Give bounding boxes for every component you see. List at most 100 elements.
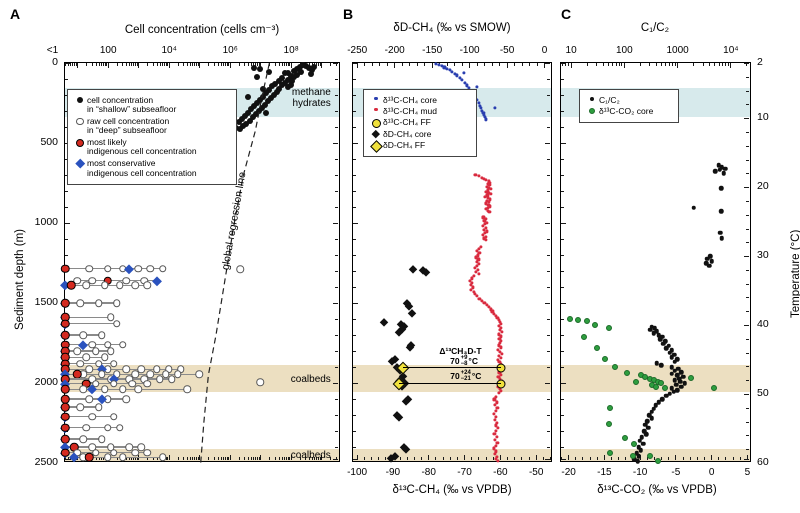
legend-panel-a: cell concentration in “shallow” subseaflo… bbox=[67, 89, 237, 185]
axis-tick bbox=[674, 63, 676, 66]
data-point-c1-c2-ratio bbox=[653, 403, 659, 408]
axis-tick bbox=[545, 459, 550, 460]
axis-tick bbox=[689, 457, 691, 460]
data-point-raw-deep bbox=[110, 448, 118, 457]
axis-tick bbox=[133, 457, 135, 460]
axis-title-d13c-ch4: δ¹³C-CH₄ (‰ vs VPDB) bbox=[392, 484, 512, 496]
axis-tick bbox=[595, 63, 597, 66]
axis-tick bbox=[561, 319, 564, 320]
axis-tick bbox=[353, 303, 358, 304]
data-point-dD-CH4-core bbox=[380, 317, 389, 326]
axis-tick bbox=[167, 63, 169, 66]
data-point-d13C-CH4-mud bbox=[481, 215, 485, 219]
data-point-raw-deep bbox=[158, 453, 167, 462]
top-axis-tick-label: -100 bbox=[459, 45, 480, 56]
data-point-d13C-CH4-mud bbox=[488, 192, 493, 196]
data-point-dD-CH4-core bbox=[395, 413, 404, 422]
axis-tick bbox=[321, 63, 323, 68]
axis-tick bbox=[413, 457, 415, 460]
axis-tick bbox=[238, 457, 240, 460]
data-point-shallow-cells bbox=[275, 77, 282, 84]
axis-tick bbox=[547, 159, 550, 160]
data-point-d13C-CH4-core bbox=[463, 81, 467, 85]
axis-tick bbox=[333, 63, 338, 64]
bd-icon bbox=[372, 129, 380, 138]
data-point-d13C-CH4-mud bbox=[473, 173, 478, 177]
data-point-d13C-CH4-mud bbox=[482, 177, 486, 181]
row-connector-line bbox=[65, 350, 111, 352]
ff-connector-line bbox=[399, 383, 502, 385]
data-point-c1-c2-ratio bbox=[657, 336, 663, 342]
data-point-d13C-CH4-mud bbox=[498, 341, 502, 345]
axis-tick bbox=[456, 457, 458, 460]
data-point-d13C-CH4-mud bbox=[476, 257, 480, 262]
axis-tick bbox=[290, 455, 292, 460]
axis-tick bbox=[197, 457, 199, 460]
axis-tick bbox=[547, 399, 550, 400]
data-point-raw-deep bbox=[122, 365, 130, 374]
data-point-shallow-cells bbox=[240, 123, 247, 130]
data-point-d13C-CH4-mud bbox=[477, 272, 481, 276]
axis-tick bbox=[677, 63, 679, 68]
data-point-c1-c2-ratio bbox=[649, 324, 654, 329]
top-axis-tick-label: 1000 bbox=[666, 45, 689, 56]
data-point-c1-c2-ratio bbox=[709, 258, 714, 264]
axis-tick bbox=[661, 63, 663, 66]
bottom-axis-tick-label: -10 bbox=[632, 467, 648, 478]
axis-tick bbox=[478, 457, 480, 460]
data-point-shallow-cells bbox=[290, 74, 297, 81]
axis-tick bbox=[269, 457, 271, 460]
legend-item-label: cell concentration in “shallow” subseaflo… bbox=[87, 94, 177, 115]
blue-legend-icon bbox=[369, 96, 383, 100]
data-point-most-likely bbox=[60, 330, 70, 340]
top-axis-tick-label: -50 bbox=[499, 45, 515, 56]
axis-tick bbox=[725, 457, 727, 460]
axis-tick bbox=[192, 63, 194, 66]
axis-tick bbox=[95, 63, 97, 66]
axis-tick bbox=[75, 63, 77, 66]
data-point-raw-deep bbox=[131, 370, 139, 378]
axis-tick bbox=[561, 207, 564, 208]
axis-tick bbox=[562, 63, 564, 66]
data-point-d13C-CH4-mud bbox=[473, 292, 477, 296]
axis-tick bbox=[285, 63, 287, 66]
data-point-shallow-cells bbox=[269, 83, 276, 90]
data-point-d13C-CH4-mud bbox=[495, 441, 499, 445]
axis-tick bbox=[353, 415, 356, 416]
axis-tick bbox=[623, 63, 625, 68]
axis-tick bbox=[744, 256, 749, 258]
row-connector-line bbox=[65, 452, 148, 454]
top-axis-tick-label: 10⁴ bbox=[723, 45, 739, 56]
data-point-d13C-CH4-mud bbox=[486, 206, 490, 210]
data-point-shallow-cells bbox=[235, 119, 242, 126]
bottom-axis-tick-label: -5 bbox=[671, 467, 681, 478]
axis-tick bbox=[665, 63, 667, 66]
axis-tick bbox=[499, 455, 501, 460]
data-point-d13C-CH4-mud bbox=[477, 296, 482, 301]
legend-item: raw cell concentration in “deep” subseafl… bbox=[73, 116, 231, 137]
data-point-raw-deep bbox=[131, 281, 139, 290]
axis-tick bbox=[335, 271, 338, 272]
data-point-d13C-CO2-core bbox=[710, 384, 717, 391]
row-connector-line bbox=[65, 323, 117, 325]
axis-tick bbox=[378, 457, 380, 460]
axis-title-c1-c2: C₁/C₂ bbox=[640, 22, 670, 34]
axis-tick bbox=[353, 335, 356, 336]
axis-tick bbox=[353, 383, 358, 384]
axis-tick bbox=[547, 207, 550, 208]
axis-tick bbox=[746, 242, 749, 244]
data-point-raw-deep bbox=[168, 375, 176, 383]
axis-tick bbox=[545, 303, 550, 304]
axis-tick bbox=[168, 63, 170, 68]
axis-tick bbox=[746, 407, 749, 409]
data-point-shallow-cells bbox=[241, 112, 248, 119]
data-point-d13C-CH4-mud bbox=[474, 255, 478, 259]
axis-tick bbox=[316, 457, 318, 460]
axis-tick bbox=[625, 457, 627, 460]
data-point-c1-c2-ratio bbox=[722, 166, 728, 171]
axis-tick bbox=[446, 63, 448, 66]
axis-tick bbox=[312, 457, 314, 460]
axis-tick bbox=[561, 271, 564, 272]
data-point-shallow-cells bbox=[266, 87, 273, 94]
data-point-shallow-cells bbox=[249, 114, 256, 121]
